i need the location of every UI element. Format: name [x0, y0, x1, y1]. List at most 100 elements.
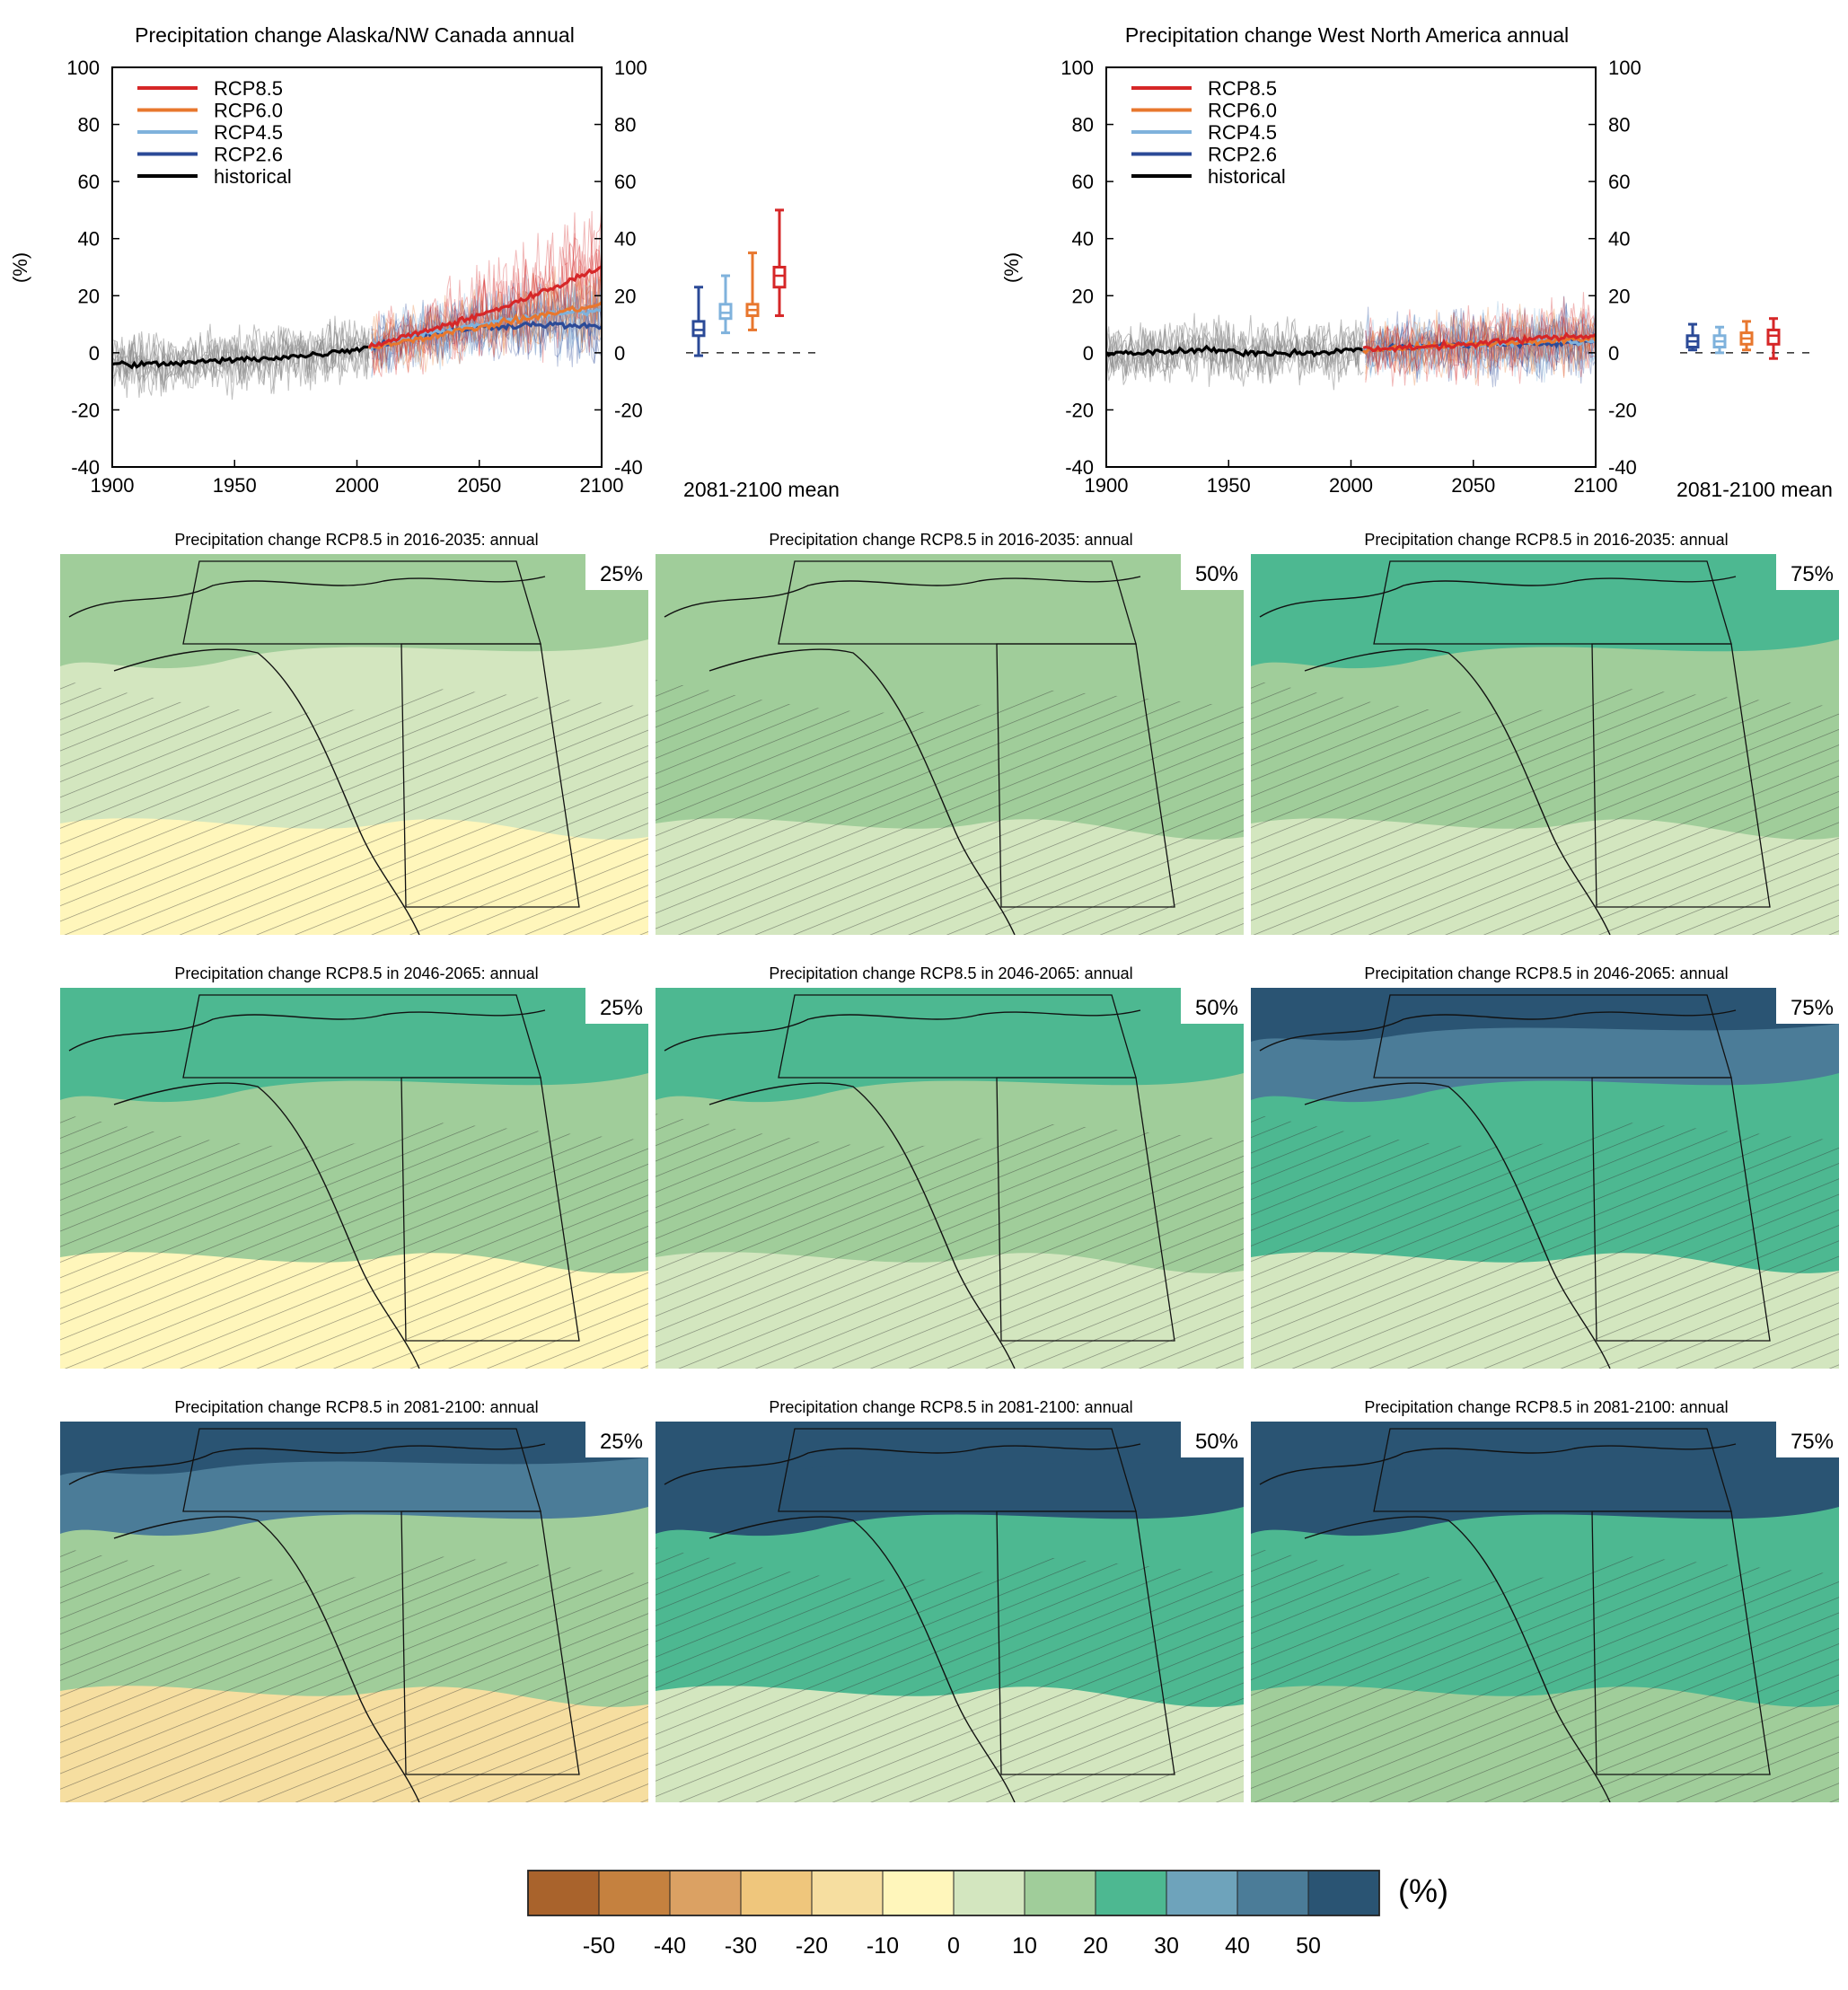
map-panel: 75% [1251, 554, 1839, 935]
y-tick-label-right: 80 [614, 114, 636, 136]
y-tick-label: 60 [1072, 171, 1094, 193]
map-row-title: Precipitation change RCP8.5 in 2081-2100… [174, 1398, 538, 1416]
x-tick-label: 2000 [1329, 474, 1373, 497]
boxplot-label: 2081-2100 mean [683, 478, 840, 501]
y-axis-label: (%) [1000, 252, 1023, 283]
map-panel: 25% [60, 1422, 648, 1802]
y-tick-label-right: -40 [1608, 456, 1637, 479]
map-band-far-north [1251, 1422, 1839, 1475]
map-row-title: Precipitation change RCP8.5 in 2046-2065… [769, 964, 1132, 982]
rcp-member-line [1365, 314, 1596, 381]
colorbar-tick-label: 10 [1012, 1933, 1037, 1959]
coastline [68, 1443, 546, 1802]
y-tick-label-right: 20 [1608, 285, 1630, 307]
colorbar-tick-label: -50 [583, 1933, 615, 1959]
rcp-member-line [371, 285, 602, 377]
colorbar-tick-label: -40 [654, 1933, 686, 1959]
colorbar-tick-label: 40 [1225, 1933, 1250, 1959]
colorbar-swatch [1236, 1870, 1309, 1916]
significance-hatching [656, 1114, 1244, 1369]
x-tick-label: 1900 [1085, 474, 1129, 497]
percentile-label: 75% [1791, 996, 1834, 1020]
rcp-member-line [371, 278, 602, 367]
map-band-north [60, 554, 648, 669]
colorbar-tick-label: 50 [1296, 1933, 1321, 1959]
colorbar-swatch [953, 1870, 1025, 1916]
significance-hatching [1251, 1547, 1839, 1802]
colorbar-swatch [740, 1870, 813, 1916]
map-field [1251, 554, 1839, 935]
map-row-title: Precipitation change RCP8.5 in 2081-2100… [769, 1398, 1132, 1416]
y-tick-label-right: 20 [614, 285, 636, 307]
y-tick-label-right: -40 [614, 456, 643, 479]
percentile-label: 25% [600, 562, 643, 586]
boxplot-box [691, 320, 706, 338]
map-field [1251, 988, 1839, 1369]
significance-hatching [60, 1114, 648, 1369]
percentile-badge [585, 988, 648, 1024]
coastline [664, 576, 1141, 935]
series-traces [1106, 292, 1596, 391]
y-tick-label-right: 100 [1608, 57, 1641, 79]
coastline [664, 1443, 1141, 1802]
series-mean-line-rcp85 [1362, 331, 1596, 353]
rcp-member-line [1365, 304, 1596, 387]
rcp-member-line [371, 275, 602, 373]
series-mean-line-historical [112, 345, 370, 370]
coastline [68, 1009, 546, 1369]
percentile-badge [1181, 988, 1244, 1024]
rcp-member-line [371, 276, 602, 370]
percentile-badge [1776, 988, 1839, 1024]
y-tick-label-right: 0 [614, 342, 625, 365]
rcp-member-line [1365, 312, 1596, 379]
rcp-member-line [1365, 303, 1596, 386]
boxplot-box [772, 266, 787, 289]
region-box-west-north-america [1591, 1077, 1771, 1342]
coastline [1259, 576, 1737, 935]
axes: 1900 1950 2000 2050 2100-40 -40-20 -200 020 2040… [1060, 57, 1641, 497]
percentile-badge [585, 554, 648, 590]
map-row-title: Precipitation change RCP8.5 in 2046-2065… [1364, 964, 1728, 982]
rcp-member-line [371, 212, 602, 369]
map-field [656, 554, 1244, 935]
percentile-badge [1181, 554, 1244, 590]
map-row-title: Precipitation change RCP8.5 in 2046-2065… [174, 964, 538, 982]
percentile-label: 50% [1195, 1430, 1238, 1454]
y-tick-label-right: 60 [1608, 171, 1630, 193]
percentile-label: 25% [600, 1430, 643, 1454]
x-tick-label: 2100 [1574, 474, 1618, 497]
region-box-west-north-america [996, 1077, 1175, 1342]
map-panel: 75% [1251, 988, 1839, 1369]
rcp-member-line [371, 266, 602, 373]
y-axis-label: (%) [9, 252, 31, 283]
x-tick-label: 2050 [1451, 474, 1495, 497]
legend-label: RCP4.5 [214, 121, 283, 144]
region-box-west-north-america [400, 643, 580, 908]
y-tick-label: 0 [89, 342, 100, 365]
y-tick-label: 80 [78, 114, 100, 136]
coastline [664, 1009, 1141, 1369]
y-tick-label: -20 [1065, 399, 1094, 421]
map-band-far-north [656, 1422, 1244, 1475]
y-tick-label-right: 40 [1608, 228, 1630, 251]
map-row-title: Precipitation change RCP8.5 in 2016-2035… [174, 531, 538, 549]
colorbar-unit: (%) [1398, 1872, 1448, 1909]
timeseries-panel-left: Precipitation change Alaska/NW Canada an… [9, 23, 840, 501]
map-band-north [1251, 554, 1839, 669]
colorbar-swatch [882, 1870, 955, 1916]
map-panel: 25% [60, 554, 648, 935]
colorbar-swatch [1307, 1870, 1380, 1916]
y-tick-label: 40 [1072, 228, 1094, 251]
y-tick-label: -40 [71, 456, 100, 479]
rcp-member-line [371, 203, 602, 375]
map-panel: 25% [60, 988, 648, 1369]
boxplots [686, 208, 815, 357]
region-box-west-north-america [400, 1510, 580, 1775]
y-tick-label-right: -20 [614, 399, 643, 421]
rcp-member-line [1365, 308, 1596, 381]
colorbar-tick-label: -10 [867, 1933, 899, 1959]
map-field [60, 988, 648, 1369]
significance-hatching [1251, 1114, 1839, 1369]
coastline [1259, 1443, 1737, 1802]
